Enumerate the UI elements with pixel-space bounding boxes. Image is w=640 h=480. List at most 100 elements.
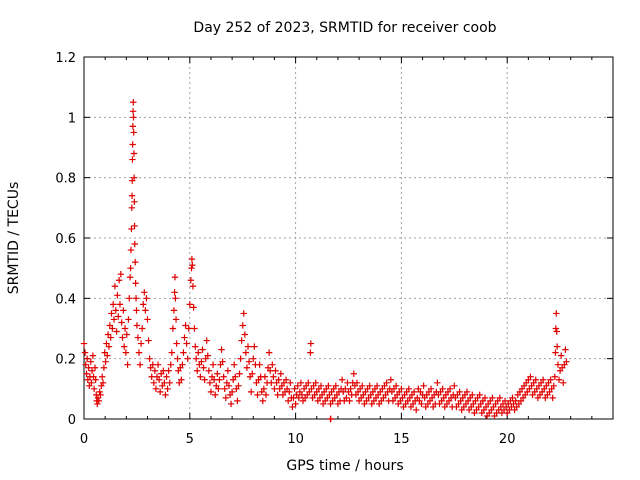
data-point: [216, 376, 223, 383]
data-point: [359, 382, 366, 390]
data-point: [189, 261, 196, 269]
data-point: [129, 156, 136, 163]
data-point: [111, 283, 119, 290]
data-point: [224, 367, 232, 374]
data-point: [353, 379, 361, 386]
data-point: [89, 352, 97, 359]
data-point: [188, 255, 196, 263]
data-point: [218, 346, 225, 353]
data-point: [287, 379, 294, 386]
chart-title: Day 252 of 2023, SRMTID for receiver coo…: [193, 20, 496, 36]
data-point: [439, 385, 446, 393]
y-tick-label: 1: [68, 111, 76, 126]
data-point: [398, 385, 405, 393]
data-point: [151, 367, 159, 374]
data-point: [154, 361, 162, 368]
data-point: [277, 370, 284, 377]
data-point: [168, 349, 176, 356]
data-point: [194, 367, 201, 374]
data-point: [130, 114, 137, 121]
data-point: [99, 379, 107, 386]
data-point: [262, 391, 270, 399]
data-point: [125, 316, 132, 323]
data-point: [104, 352, 111, 359]
data-point: [203, 337, 210, 344]
data-point: [108, 310, 115, 317]
data-point: [144, 316, 151, 323]
x-tick-label: 10: [287, 432, 304, 447]
data-point: [292, 400, 299, 408]
data-point: [254, 391, 261, 399]
data-point: [317, 382, 325, 390]
data-point: [247, 388, 255, 396]
data-point: [410, 388, 418, 396]
data-point: [327, 415, 334, 423]
data-point: [128, 225, 135, 233]
data-point: [145, 337, 152, 344]
data-point: [325, 382, 332, 390]
data-point: [265, 349, 273, 356]
data-point: [98, 373, 106, 380]
data-point: [232, 373, 239, 380]
data-point: [245, 358, 253, 365]
data-point: [184, 355, 191, 362]
data-point: [219, 358, 226, 365]
data-point: [109, 325, 116, 332]
data-point: [163, 373, 170, 380]
data-point: [136, 361, 144, 368]
data-point: [110, 301, 117, 308]
data-point: [259, 397, 267, 405]
data-point: [418, 400, 425, 408]
data-point: [413, 406, 420, 414]
data-point: [173, 340, 180, 347]
data-point: [206, 379, 214, 386]
data-point: [199, 346, 206, 353]
data-point: [236, 370, 243, 377]
data-point: [272, 367, 279, 374]
data-point: [132, 295, 140, 302]
data-point: [112, 307, 119, 314]
data-point: [122, 349, 130, 356]
data-point: [282, 376, 290, 383]
data-point: [131, 240, 138, 248]
data-point: [244, 343, 252, 350]
data-point: [129, 123, 137, 130]
data-point: [532, 376, 539, 383]
data-point: [115, 313, 122, 320]
data-point: [297, 379, 305, 386]
data-point: [192, 355, 200, 362]
data-point: [182, 322, 189, 329]
data-point: [547, 376, 554, 383]
data-point: [119, 334, 126, 341]
data-point: [527, 373, 534, 380]
data-point: [307, 340, 315, 347]
data-point: [130, 174, 138, 181]
data-point: [178, 376, 185, 383]
y-tick-label: 0.8: [55, 172, 76, 187]
data-point: [555, 376, 563, 383]
data-point: [134, 334, 142, 341]
data-point: [162, 391, 169, 399]
data-point: [130, 150, 138, 157]
data-point: [260, 385, 268, 393]
data-point: [105, 343, 113, 350]
axis-ticks: 0 0.2 0.4 0.6 0.8 1 1.2 0 5 10 15 20: [55, 51, 614, 447]
y-tick-label: 0.2: [55, 353, 76, 368]
data-point: [225, 382, 233, 390]
data-point: [387, 376, 395, 383]
data-point: [189, 283, 197, 290]
data-point: [113, 328, 120, 335]
x-tick-label: 15: [393, 432, 410, 447]
data-point: [128, 204, 136, 212]
data-point: [343, 394, 350, 402]
data-point: [553, 343, 561, 350]
data-point: [165, 367, 172, 374]
data-point: [240, 310, 247, 317]
x-tick-label: 20: [499, 432, 516, 447]
data-point: [167, 361, 174, 368]
data-point: [115, 277, 123, 284]
data-point: [138, 325, 146, 332]
data-point: [420, 382, 427, 390]
data-point: [130, 129, 137, 136]
data-point: [127, 264, 134, 272]
